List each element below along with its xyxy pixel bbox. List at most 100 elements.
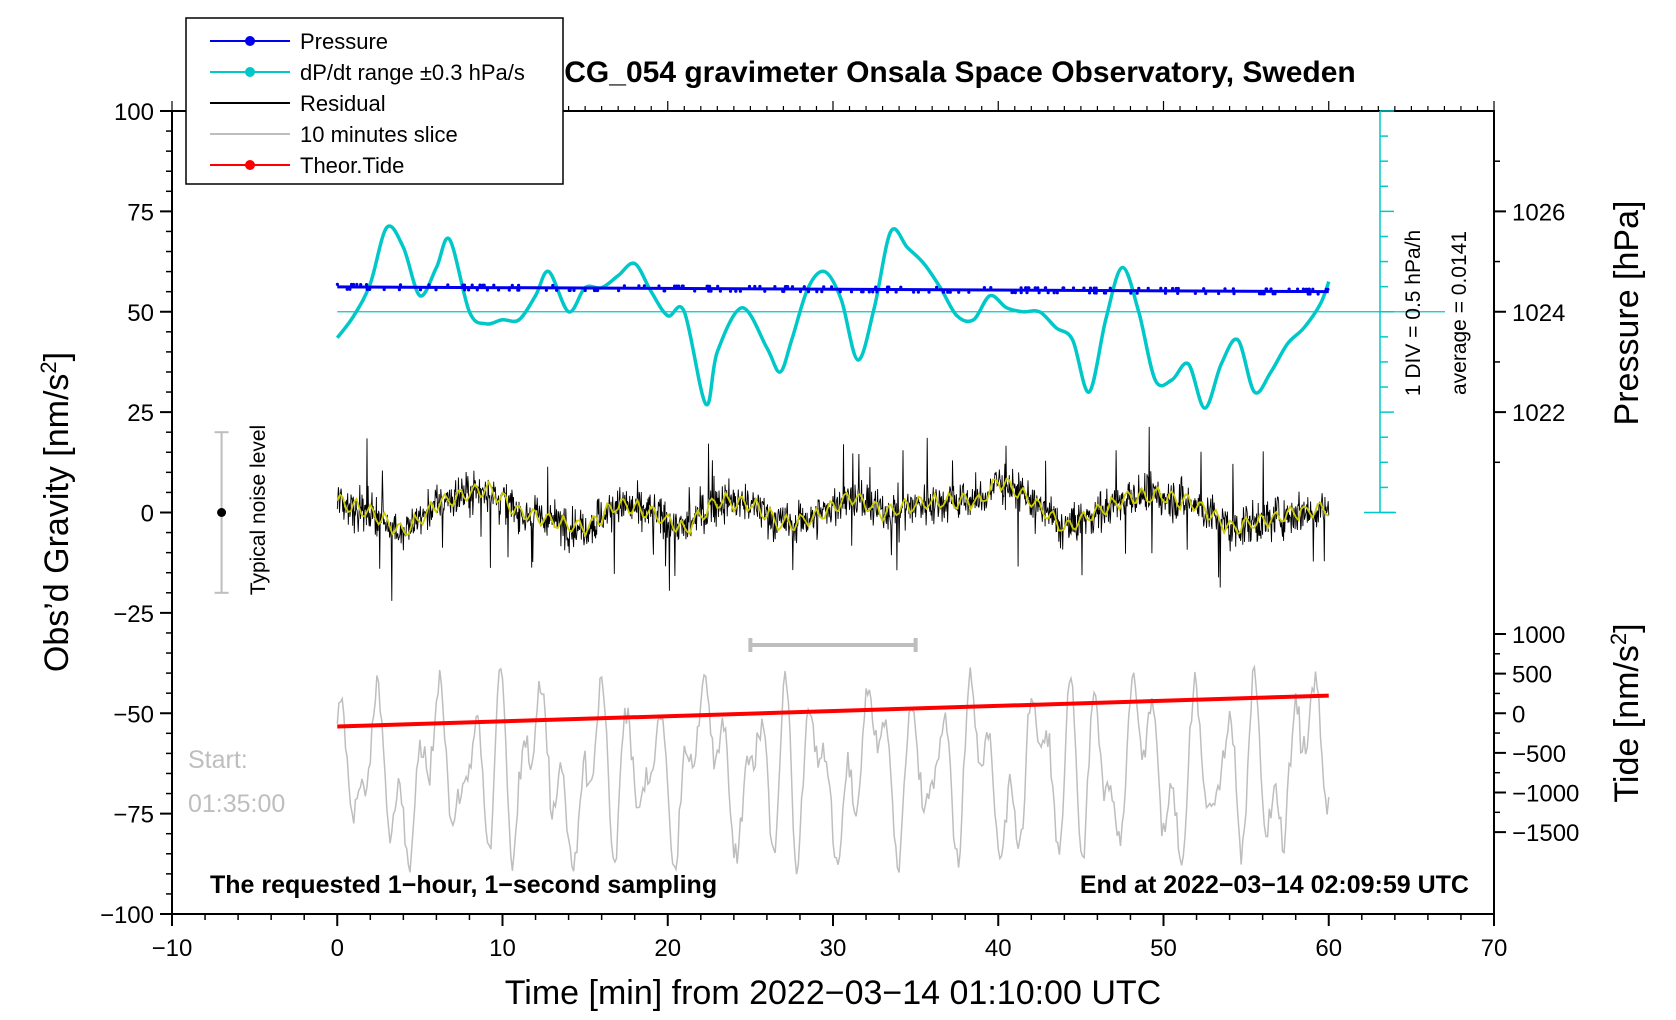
x-tick-label: 10 (489, 935, 516, 962)
pressure-sample-point (815, 290, 819, 294)
pressure-sample-point (1094, 291, 1098, 295)
pressure-sample-point (481, 283, 485, 287)
pressure-sample-point (773, 285, 777, 289)
pressure-sample-point (681, 284, 685, 288)
pressure-sample-point (355, 282, 359, 287)
pressure-sample-point (1311, 287, 1315, 291)
pressure-sample-point (802, 285, 806, 289)
pressure-sample-point (1108, 286, 1112, 290)
y-axis-title-gravity-main: Obs’d Gravity [nm/s (38, 374, 76, 673)
pressure-sample-point (927, 290, 931, 294)
pressure-sample-point (1033, 286, 1037, 290)
x-tick-label: 60 (1315, 935, 1342, 962)
pressure-sample-point (1137, 286, 1141, 290)
pressure-sample-point (708, 284, 712, 288)
pressure-sample-point (349, 282, 354, 287)
pressure-tick-label: 1024 (1512, 300, 1565, 327)
pressure-sample-point (461, 283, 465, 287)
pressure-sample-point (497, 288, 501, 292)
pressure-sample-point (398, 283, 403, 287)
pressure-sample-point (1326, 287, 1330, 291)
series-dpdt (335, 224, 1331, 410)
tide-tick-label: 500 (1512, 662, 1552, 689)
legend-swatch-marker (245, 67, 255, 77)
x-axis-title: Time [min] from 2022−03−14 01:10:00 UTC (505, 974, 1161, 1012)
pressure-sample-point (822, 285, 826, 289)
pressure-sample-point (1164, 286, 1168, 291)
pressure-sample-point (345, 287, 349, 291)
pressure-sample-point (1037, 291, 1041, 295)
bottom-right-note: End at 2022−03−14 02:09:59 UTC (1080, 871, 1469, 899)
pressure-sample-point (1204, 291, 1208, 296)
pressure-sample-point (1231, 287, 1235, 291)
pressure-sample-point (871, 290, 875, 294)
pressure-sample-point (1062, 286, 1066, 290)
pressure-sample-point (783, 285, 788, 289)
pressure-sample-point (935, 285, 939, 289)
start-label: Start: (188, 746, 248, 774)
pressure-sample-point (790, 285, 795, 289)
x-tick-label: −10 (152, 935, 193, 962)
pressure-sample-point (1316, 292, 1320, 296)
pressure-sample-point (637, 284, 641, 288)
pressure-sample-point (1088, 291, 1092, 295)
pressure-sample-point (507, 288, 511, 292)
y-axis-title-tide-main: Tide [nm/s (1608, 645, 1646, 802)
pressure-sample-point (1193, 291, 1197, 295)
pressure-sample-point (1036, 286, 1040, 290)
pressure-sample-point (335, 282, 339, 286)
y-tick-label: 75 (127, 199, 154, 226)
pressure-sample-point (1176, 291, 1180, 295)
pressure-sample-point (622, 284, 627, 288)
pressure-sample-point (982, 286, 987, 290)
pressure-sample-point (1269, 287, 1273, 291)
pressure-sample-point (510, 283, 514, 287)
pressure-sample-point (1273, 292, 1277, 296)
pressure-sample-point (728, 289, 733, 293)
series-10-minutes-slice (336, 664, 1330, 875)
pressure-sample-point (716, 284, 720, 288)
x-tick-label: 30 (820, 935, 847, 962)
series-smoothed-residual (336, 477, 1330, 538)
pressure-sample-point (753, 284, 757, 289)
pressure-sample-point (786, 285, 790, 289)
pressure-sample-point (446, 283, 450, 287)
pressure-sample-point (1019, 291, 1023, 295)
legend-label: Pressure (300, 29, 388, 54)
pressure-sample-point (989, 286, 993, 290)
pressure-sample-point (397, 288, 401, 292)
x-tick-label: 50 (1150, 935, 1177, 962)
pressure-sample-point (798, 289, 803, 294)
y-tick-label: −75 (113, 802, 154, 829)
pressure-sample-point (1044, 286, 1048, 290)
chart-title: SCG_054 gravimeter Onsala Space Observat… (544, 56, 1356, 89)
pressure-sample-point (368, 287, 372, 291)
pressure-sample-point (1052, 291, 1056, 295)
pressure-sample-point (894, 290, 898, 294)
pressure-sample-point (1013, 291, 1018, 295)
pressure-sample-point (572, 288, 576, 292)
y-axis-title-tide: Tide [nm/s2] (1606, 623, 1646, 802)
pressure-sample-point (1082, 286, 1086, 290)
pressure-sample-point (899, 285, 903, 289)
series-residual (336, 426, 1330, 601)
pressure-sample-point (583, 288, 587, 293)
pressure-sample-point (1308, 292, 1312, 296)
pressure-sample-point (738, 289, 743, 293)
pressure-sample-point (1088, 286, 1093, 290)
pressure-sample-point (1027, 286, 1031, 290)
tide-tick-label: 0 (1512, 701, 1525, 728)
pressure-sample-point (1163, 291, 1168, 295)
pressure-sample-point (1202, 287, 1206, 291)
pressure-sample-point (1287, 287, 1291, 291)
y-tick-label: −100 (100, 902, 154, 929)
pressure-sample-point (475, 288, 479, 292)
pressure-sample-point (867, 290, 871, 294)
pressure-sample-point (348, 287, 352, 291)
pressure-tick-label: 1026 (1512, 199, 1565, 226)
pressure-sample-point (1102, 291, 1106, 295)
pressure-sample-point (709, 289, 713, 293)
pressure-sample-point (1232, 292, 1236, 296)
pressure-sample-point (492, 283, 496, 287)
